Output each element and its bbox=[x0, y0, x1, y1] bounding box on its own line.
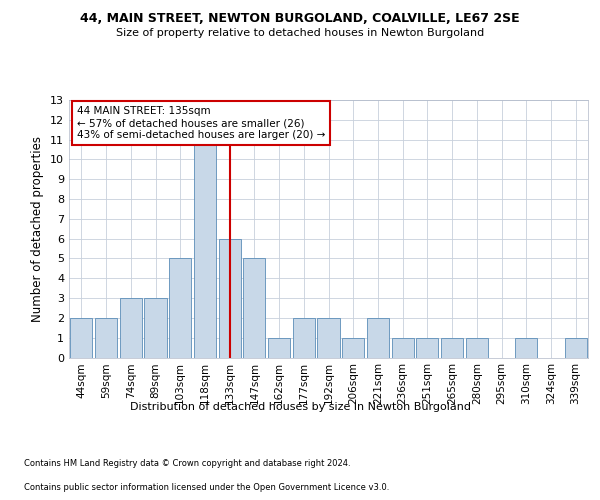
Bar bbox=[342, 338, 364, 357]
Text: Contains public sector information licensed under the Open Government Licence v3: Contains public sector information licen… bbox=[24, 484, 389, 492]
Bar bbox=[119, 298, 142, 358]
Bar bbox=[70, 318, 92, 358]
Bar bbox=[268, 338, 290, 357]
Text: Distribution of detached houses by size in Newton Burgoland: Distribution of detached houses by size … bbox=[130, 402, 470, 412]
Bar bbox=[416, 338, 439, 357]
Bar bbox=[317, 318, 340, 358]
Bar bbox=[565, 338, 587, 357]
Text: Size of property relative to detached houses in Newton Burgoland: Size of property relative to detached ho… bbox=[116, 28, 484, 38]
Bar bbox=[466, 338, 488, 357]
Bar bbox=[515, 338, 538, 357]
Y-axis label: Number of detached properties: Number of detached properties bbox=[31, 136, 44, 322]
Text: 44, MAIN STREET, NEWTON BURGOLAND, COALVILLE, LE67 2SE: 44, MAIN STREET, NEWTON BURGOLAND, COALV… bbox=[80, 12, 520, 26]
Bar bbox=[194, 140, 216, 358]
Bar bbox=[367, 318, 389, 358]
Bar bbox=[392, 338, 414, 357]
Bar bbox=[95, 318, 117, 358]
Bar bbox=[169, 258, 191, 358]
Bar bbox=[218, 238, 241, 358]
Bar bbox=[441, 338, 463, 357]
Bar bbox=[293, 318, 315, 358]
Text: 44 MAIN STREET: 135sqm
← 57% of detached houses are smaller (26)
43% of semi-det: 44 MAIN STREET: 135sqm ← 57% of detached… bbox=[77, 106, 325, 140]
Bar bbox=[243, 258, 265, 358]
Text: Contains HM Land Registry data © Crown copyright and database right 2024.: Contains HM Land Registry data © Crown c… bbox=[24, 458, 350, 468]
Bar bbox=[145, 298, 167, 358]
